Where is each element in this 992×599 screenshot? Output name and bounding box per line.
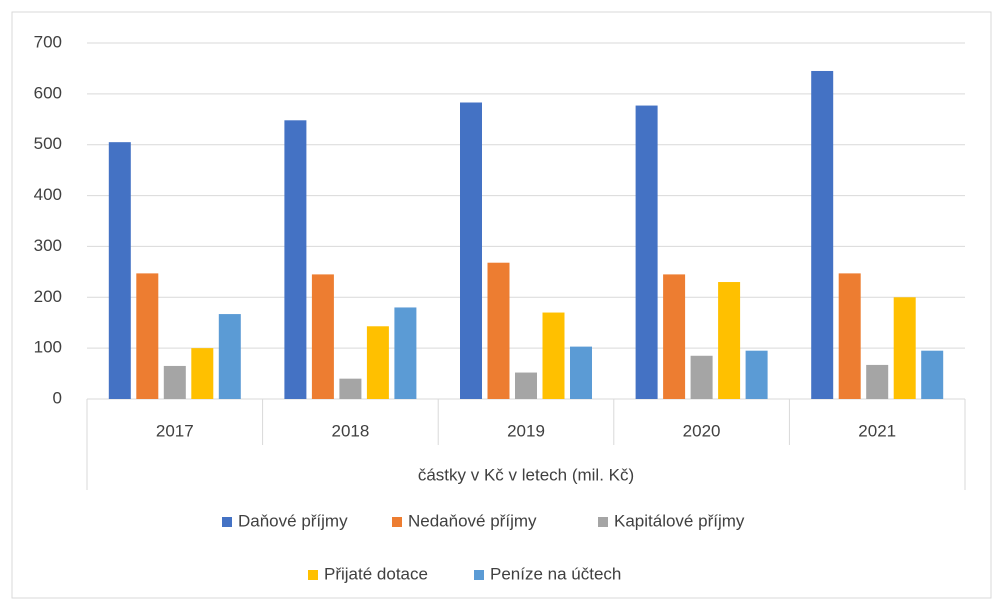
bar bbox=[921, 350, 944, 399]
bar bbox=[663, 274, 686, 399]
bar bbox=[191, 348, 214, 399]
y-tick-label: 700 bbox=[34, 32, 62, 51]
x-tick-label: 2021 bbox=[858, 421, 896, 440]
y-tick-label: 200 bbox=[34, 287, 62, 306]
legend-label: Přijaté dotace bbox=[324, 564, 428, 583]
y-tick-label: 600 bbox=[34, 83, 62, 102]
bar bbox=[570, 346, 592, 399]
bar bbox=[108, 142, 131, 399]
x-axis-label: částky v Kč v letech (mil. Kč) bbox=[418, 465, 634, 484]
legend-swatch bbox=[598, 517, 608, 527]
legend-swatch bbox=[308, 570, 318, 580]
legend-swatch bbox=[392, 517, 402, 527]
y-tick-label: 100 bbox=[34, 338, 62, 357]
legend-swatch bbox=[222, 517, 232, 527]
legend-label: Peníze na účtech bbox=[490, 564, 621, 583]
bar bbox=[718, 282, 741, 399]
bar bbox=[136, 273, 159, 399]
x-tick-label: 2017 bbox=[156, 421, 194, 440]
x-tick-label: 2020 bbox=[683, 421, 721, 440]
legend-label: Kapitálové příjmy bbox=[614, 511, 745, 530]
legend-swatch bbox=[474, 570, 484, 580]
bar bbox=[745, 350, 768, 399]
x-tick-label: 2018 bbox=[331, 421, 369, 440]
bar bbox=[811, 70, 834, 399]
x-tick-label: 2019 bbox=[507, 421, 545, 440]
bar bbox=[866, 364, 889, 399]
legend-label: Daňové příjmy bbox=[238, 511, 348, 530]
bar bbox=[838, 273, 861, 399]
y-tick-label: 400 bbox=[34, 185, 62, 204]
bar bbox=[311, 274, 334, 399]
bar bbox=[366, 326, 389, 399]
bar bbox=[460, 102, 482, 399]
y-tick-label: 500 bbox=[34, 134, 62, 153]
bar bbox=[893, 297, 916, 399]
bar bbox=[394, 307, 417, 399]
bar bbox=[163, 365, 186, 399]
legend-label: Nedaňové příjmy bbox=[408, 511, 537, 530]
bar bbox=[284, 120, 307, 399]
bar bbox=[635, 105, 658, 399]
bar bbox=[542, 312, 565, 399]
bar bbox=[690, 355, 713, 399]
bar bbox=[515, 372, 537, 399]
y-tick-label: 300 bbox=[34, 236, 62, 255]
bar bbox=[218, 314, 241, 399]
bar bbox=[487, 262, 510, 399]
y-tick-label: 0 bbox=[53, 388, 62, 407]
bar bbox=[339, 378, 362, 399]
